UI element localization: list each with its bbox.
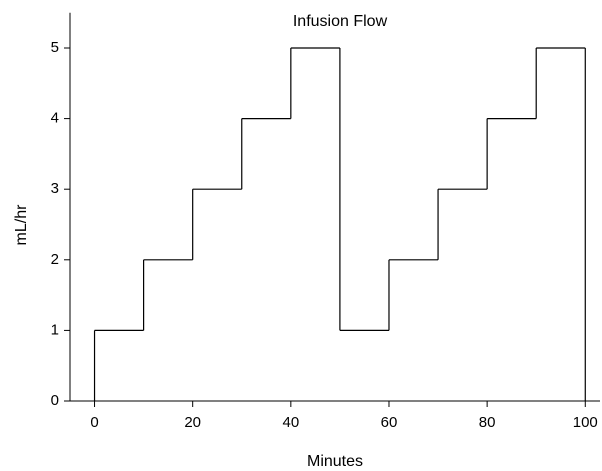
chart-title: Infusion Flow bbox=[293, 13, 388, 30]
x-axis-label: Minutes bbox=[307, 453, 363, 470]
y-tick-label: 4 bbox=[51, 110, 59, 127]
y-axis-label: mL/hr bbox=[13, 204, 30, 246]
x-tick-label: 40 bbox=[282, 414, 299, 431]
y-tick-label: 2 bbox=[51, 251, 59, 268]
y-tick-label: 0 bbox=[51, 392, 59, 409]
x-tick-label: 20 bbox=[184, 414, 201, 431]
y-tick-label: 3 bbox=[51, 180, 59, 197]
x-tick-label: 0 bbox=[90, 414, 98, 431]
x-tick-label: 60 bbox=[381, 414, 398, 431]
y-tick-label: 1 bbox=[51, 321, 59, 338]
x-tick-label: 80 bbox=[479, 414, 496, 431]
y-tick-label: 5 bbox=[51, 39, 59, 56]
x-tick-label: 100 bbox=[573, 414, 598, 431]
